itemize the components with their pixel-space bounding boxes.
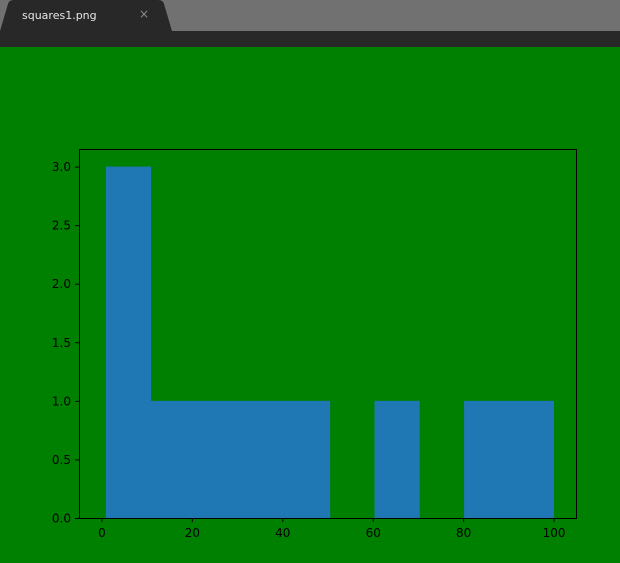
x-tick-label: 80 [456,526,471,540]
x-tick-label: 60 [366,526,381,540]
histogram-bar-4 [284,400,331,518]
histogram-bar-9 [508,400,555,518]
tab-title: squares1.png [22,9,97,22]
histogram-bar-3 [240,400,286,518]
y-tick-label: 1.0 [52,394,71,408]
x-tick-label: 0 [98,526,106,540]
y-tick-label: 2.0 [52,277,71,291]
x-tick-label: 40 [275,526,290,540]
bars-group [105,166,555,519]
close-icon[interactable]: × [138,7,150,21]
histogram-bar-1 [150,400,196,518]
axes-frame [79,149,577,519]
histogram-bar-8 [464,400,510,518]
y-tick-label: 0.5 [52,453,71,467]
y-tick-label: 1.5 [52,336,71,350]
y-tick-label: 3.0 [52,160,71,174]
tab-bar: squares1.png × [0,0,620,31]
histogram-bar-2 [195,400,241,518]
y-tick-label: 0.0 [52,512,71,526]
x-tick-label: 20 [185,526,200,540]
tab-squares1[interactable]: squares1.png × [0,0,172,31]
histogram-bar-0 [105,166,152,519]
y-tick-label: 2.5 [52,219,71,233]
x-axis: 0 20 40 60 80 100 [98,518,566,540]
tab-content-border [0,31,620,47]
histogram-bar-6 [374,400,420,518]
histogram-chart: 0.0 0.5 1.0 1.5 2.0 2.5 3.0 0 20 40 60 80 100 [52,149,577,540]
x-tick-label: 100 [543,526,566,540]
tab-background [0,0,172,31]
image-viewer: 0.0 0.5 1.0 1.5 2.0 2.5 3.0 0 20 40 60 80 100 [0,47,620,563]
y-axis: 0.0 0.5 1.0 1.5 2.0 2.5 3.0 [52,160,79,526]
